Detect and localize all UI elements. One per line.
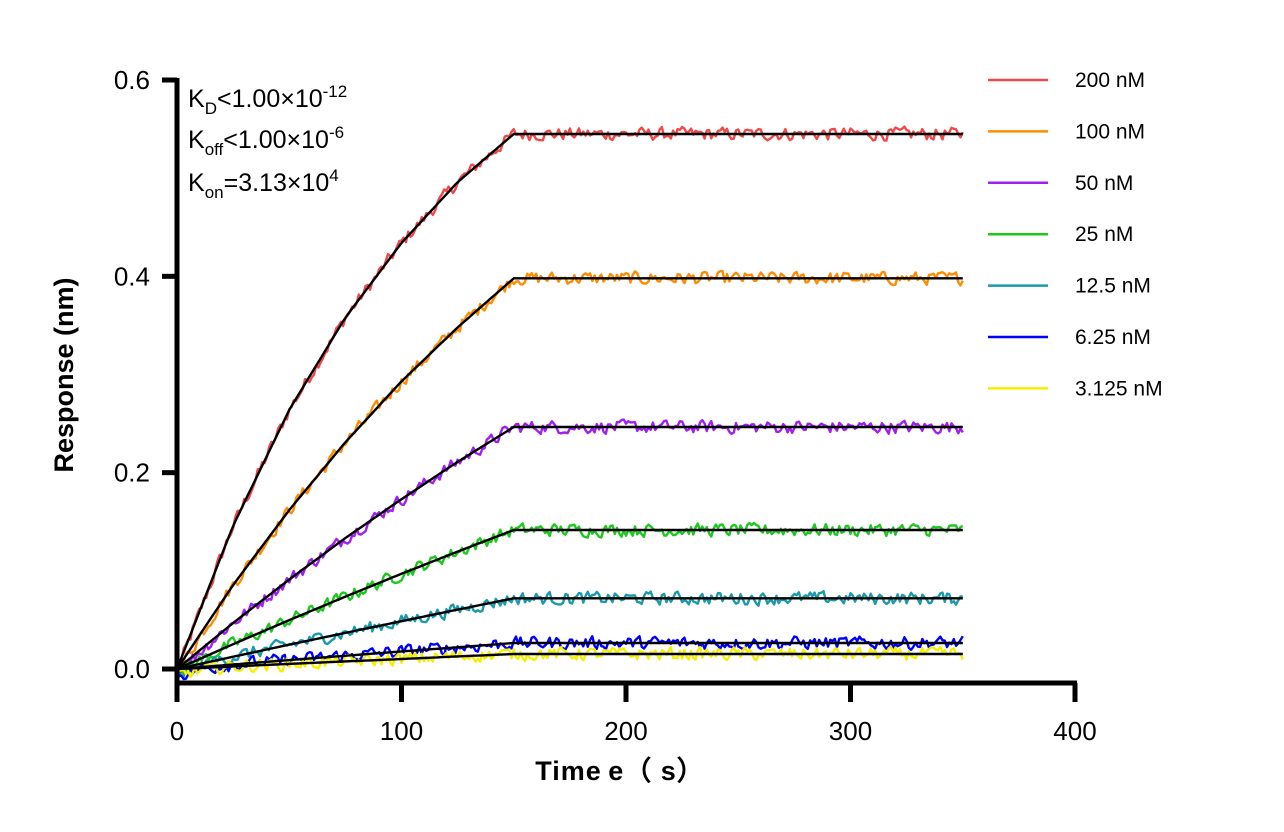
fit-curve-12.5-nM [176, 597, 963, 671]
kon-annotation: Kon=3.13×104 [188, 166, 339, 202]
measured-curve-3.125-nM [176, 645, 964, 679]
legend-label: 100 nM [1075, 120, 1145, 143]
fit-curve-100-nM [176, 277, 963, 670]
koff-annotation: Koff<1.00×10-6 [188, 123, 344, 159]
legend-label: 200 nM [1075, 69, 1145, 92]
measured-curves [175, 125, 964, 681]
legend-label: 3.125 nM [1075, 377, 1163, 400]
legend-label: 12.5 nM [1075, 275, 1151, 298]
x-tick-label: 400 [1053, 716, 1096, 746]
measured-curve-6.25-nM [175, 635, 964, 681]
y-tick-label: 0.4 [114, 261, 150, 291]
y-tick-label: 0.2 [114, 458, 150, 488]
kinetics-annotation: KD<1.00×10-12 Koff<1.00×10-6 Kon=3.13×10… [188, 82, 347, 202]
x-tick-label: 300 [829, 716, 872, 746]
y-axis-label: Response (nm) [49, 277, 79, 472]
legend-label: 25 nM [1075, 223, 1133, 246]
fit-curve-3.125-nM [176, 652, 963, 671]
fit-curves [175, 132, 963, 671]
x-tick-label: 0 [170, 716, 184, 746]
legend-label: 6.25 nM [1075, 326, 1151, 349]
y-tick-label: 0.0 [114, 654, 150, 684]
fit-curve-50-nM [176, 425, 963, 670]
x-tick-label: 200 [604, 716, 647, 746]
fit-curve-200-nM [175, 132, 963, 670]
fit-curve-6.25-nM [176, 641, 963, 671]
legend: 200 nM 100 nM 50 nM 25 nM 12.5 nM 6.25 nM 3.12… [988, 69, 1163, 400]
y-tick-label: 0.6 [114, 65, 150, 95]
kd-annotation: KD<1.00×10-12 [188, 82, 347, 118]
fit-curve-25-nM [176, 528, 963, 671]
x-axis-label: Time e（ s） [535, 756, 704, 786]
x-tick-label: 100 [380, 716, 423, 746]
legend-label: 50 nM [1075, 172, 1133, 195]
